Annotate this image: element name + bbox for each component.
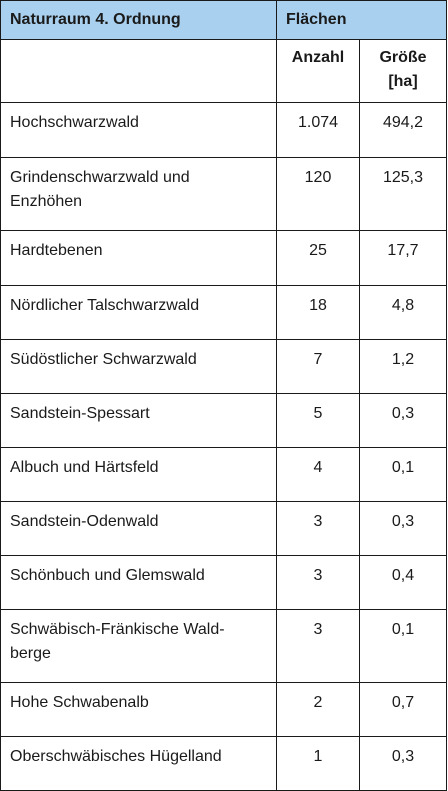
table-row: Hochschwarzwald 1.074 494,2 bbox=[0, 102, 447, 158]
table-row: Albuch und Härtsfeld 4 0,1 bbox=[0, 447, 447, 502]
row-name: Albuch und Härtsfeld bbox=[0, 447, 277, 502]
table-row: Oberschwäbisches Hügelland 1 0,3 bbox=[0, 736, 447, 791]
row-size: 17,7 bbox=[359, 230, 447, 286]
table-row: Hardtebenen 25 17,7 bbox=[0, 230, 447, 286]
header-naturraum: Naturraum 4. Ordnung bbox=[0, 0, 277, 40]
header-groesse: Größe [ha] bbox=[359, 39, 447, 103]
header-subrow: Anzahl Größe [ha] bbox=[0, 39, 447, 103]
row-size: 0,3 bbox=[359, 501, 447, 556]
row-size: 0,3 bbox=[359, 736, 447, 791]
row-name: Schönbuch und Glemswald bbox=[0, 555, 277, 610]
row-size: 494,2 bbox=[359, 102, 447, 158]
row-name: Sandstein-Spessart bbox=[0, 393, 277, 448]
row-size: 1,2 bbox=[359, 339, 447, 394]
row-count: 18 bbox=[276, 285, 360, 340]
table-row: Sandstein-Spessart 5 0,3 bbox=[0, 393, 447, 448]
row-count: 2 bbox=[276, 682, 360, 737]
table-row: Grindenschwarzwald und Enzhöhen 120 125,3 bbox=[0, 157, 447, 231]
row-count: 3 bbox=[276, 501, 360, 556]
row-name: Hardtebenen bbox=[0, 230, 277, 286]
header-flaechen: Flächen bbox=[276, 0, 447, 40]
row-count: 1.074 bbox=[276, 102, 360, 158]
row-count: 7 bbox=[276, 339, 360, 394]
row-size: 0,1 bbox=[359, 447, 447, 502]
row-size: 0,4 bbox=[359, 555, 447, 610]
row-size: 125,3 bbox=[359, 157, 447, 231]
row-name: Nördlicher Talschwarzwald bbox=[0, 285, 277, 340]
row-name: Schwäbisch-Fränkische Wald-berge bbox=[0, 609, 277, 683]
row-name: Südöstlicher Schwarzwald bbox=[0, 339, 277, 394]
row-size: 0,3 bbox=[359, 393, 447, 448]
row-count: 1 bbox=[276, 736, 360, 791]
table-row: Nördlicher Talschwarzwald 18 4,8 bbox=[0, 285, 447, 340]
row-name: Hochschwarzwald bbox=[0, 102, 277, 158]
header-groesse-label: Größe bbox=[379, 49, 427, 66]
table-row: Schwäbisch-Fränkische Wald-berge 3 0,1 bbox=[0, 609, 447, 683]
row-count: 25 bbox=[276, 230, 360, 286]
row-count: 120 bbox=[276, 157, 360, 231]
table-row: Schönbuch und Glemswald 3 0,4 bbox=[0, 555, 447, 610]
row-size: 0,1 bbox=[359, 609, 447, 683]
row-name: Hohe Schwabenalb bbox=[0, 682, 277, 737]
row-size: 4,8 bbox=[359, 285, 447, 340]
table-row: Hohe Schwabenalb 2 0,7 bbox=[0, 682, 447, 737]
header-anzahl: Anzahl bbox=[276, 39, 360, 103]
row-count: 3 bbox=[276, 609, 360, 683]
row-name: Sandstein-Odenwald bbox=[0, 501, 277, 556]
table-row: Südöstlicher Schwarzwald 7 1,2 bbox=[0, 339, 447, 394]
row-count: 4 bbox=[276, 447, 360, 502]
row-name: Oberschwäbisches Hügelland bbox=[0, 736, 277, 791]
header-empty-cell bbox=[0, 39, 277, 103]
row-count: 3 bbox=[276, 555, 360, 610]
header-band: Naturraum 4. Ordnung Flächen bbox=[0, 0, 447, 40]
row-name: Grindenschwarzwald und Enzhöhen bbox=[0, 157, 277, 231]
row-count: 5 bbox=[276, 393, 360, 448]
row-size: 0,7 bbox=[359, 682, 447, 737]
table-row: Sandstein-Odenwald 3 0,3 bbox=[0, 501, 447, 556]
header-groesse-unit: [ha] bbox=[388, 73, 418, 90]
